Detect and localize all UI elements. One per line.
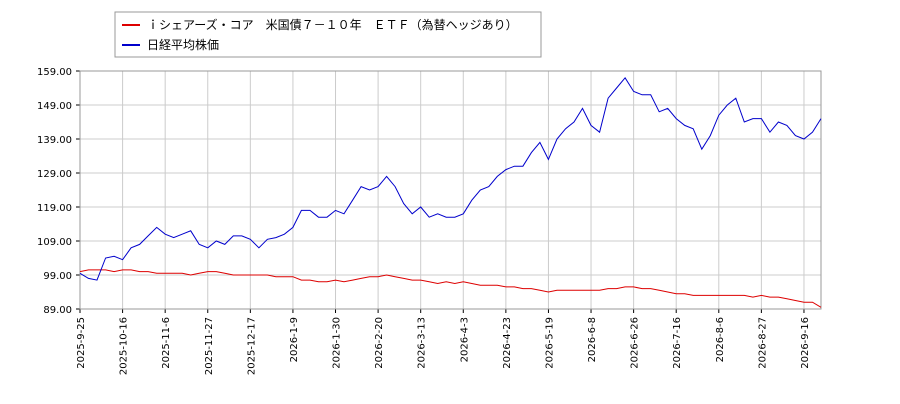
series-line bbox=[79, 269, 822, 308]
legend-label: ｉシェアーズ・コア 米国債７－１０年 ＥＴＦ（為替ヘッジあり） bbox=[147, 17, 518, 32]
y-tick-label: 109.00 bbox=[37, 237, 72, 248]
x-tick-label: 2026-4-3 bbox=[459, 317, 470, 362]
x-tick-label: 2025-10-16 bbox=[119, 317, 130, 375]
y-tick-label: 129.00 bbox=[37, 169, 72, 180]
x-tick-label: 2026-7-16 bbox=[672, 317, 683, 369]
series-line bbox=[79, 76, 822, 281]
x-tick-label: 2026-1-30 bbox=[332, 317, 343, 369]
x-tick-label: 2026-2-20 bbox=[374, 317, 385, 369]
y-tick-label: 139.00 bbox=[37, 135, 72, 146]
x-tick-label: 2026-5-19 bbox=[544, 317, 555, 369]
plot-frame bbox=[79, 70, 822, 310]
plot-area bbox=[80, 71, 821, 309]
y-tick-label: 149.00 bbox=[37, 101, 72, 112]
legend-box bbox=[114, 11, 542, 58]
x-tick-label: 2026-8-27 bbox=[757, 317, 768, 369]
x-tick-label: 2025-11-27 bbox=[204, 317, 215, 375]
x-tick-label: 2026-9-16 bbox=[800, 317, 811, 369]
x-tick-label: 2026-4-23 bbox=[502, 317, 513, 369]
y-tick-label: 159.00 bbox=[37, 67, 72, 78]
x-tick-label: 2026-8-6 bbox=[715, 317, 726, 362]
x-tick-label: 2026-3-13 bbox=[417, 317, 428, 369]
x-tick-label: 2026-6-26 bbox=[630, 317, 641, 369]
x-tick-label: 2026-1-9 bbox=[289, 317, 300, 362]
x-tick-label: 2025-11-6 bbox=[161, 317, 172, 369]
legend-label: 日経平均株価 bbox=[147, 37, 219, 52]
y-tick-label: 89.00 bbox=[43, 305, 72, 316]
legend: ｉシェアーズ・コア 米国債７－１０年 ＥＴＦ（為替ヘッジあり） 日経平均株価 bbox=[114, 11, 542, 58]
x-tick-label: 2025-9-25 bbox=[76, 317, 87, 369]
y-tick-label: 99.00 bbox=[43, 271, 72, 282]
y-tick-label: 119.00 bbox=[37, 203, 72, 214]
x-tick-label: 2026-6-8 bbox=[587, 317, 598, 362]
x-tick-label: 2025-12-17 bbox=[246, 317, 257, 375]
